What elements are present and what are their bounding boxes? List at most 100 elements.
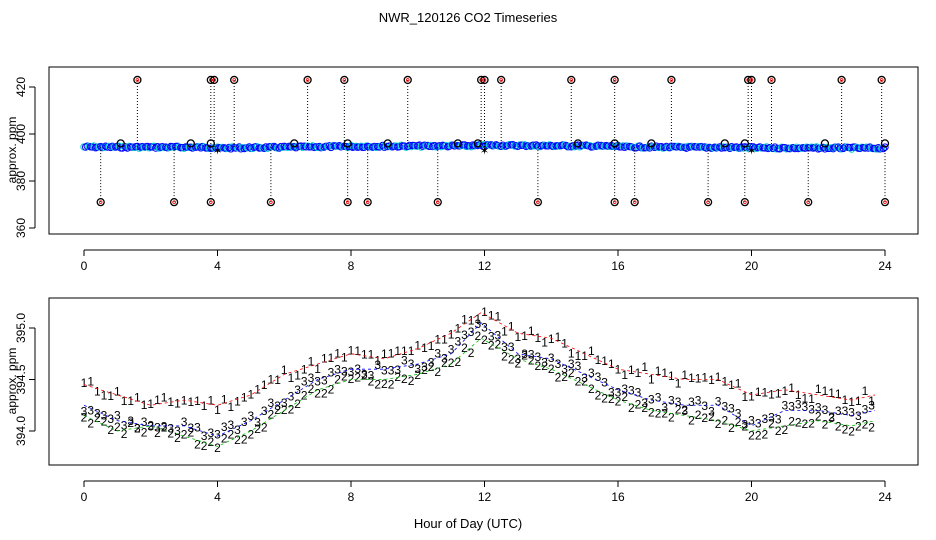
series-3-marker: 3	[728, 401, 735, 415]
series-2-marker: 2	[842, 423, 849, 437]
series-1-marker: 1	[755, 385, 762, 399]
series-2-marker: 2	[808, 417, 815, 431]
outlier-mid-point	[610, 139, 619, 148]
series-1-marker: 1	[581, 349, 588, 363]
series-3-marker: 3	[862, 402, 869, 416]
baseline-point	[646, 144, 654, 152]
series-2-marker: 2	[321, 387, 328, 401]
series-3-marker: 3	[755, 416, 762, 430]
baseline-point	[762, 143, 771, 151]
series-1-marker: 1	[822, 384, 829, 398]
series-3-marker: 3	[795, 398, 802, 412]
series-2-marker: 2	[748, 428, 755, 442]
series-3-marker: 3	[268, 396, 275, 410]
series-3-marker: 3	[768, 411, 775, 425]
series-3-marker: 3	[248, 409, 255, 423]
series-2-marker: 2	[701, 411, 708, 425]
series-3-marker: 3	[374, 358, 381, 372]
outlier-high-point	[303, 75, 312, 85]
series-2-marker: 2	[161, 420, 168, 434]
series-2-marker: 2	[828, 410, 835, 424]
series-1-marker: 1	[855, 394, 862, 408]
series-3-marker: 3	[221, 420, 228, 434]
outlier-mid-point	[720, 139, 729, 148]
series-2-marker: 2	[481, 333, 488, 347]
series-3-marker: 3	[381, 363, 388, 377]
outlier-mid-point	[290, 139, 299, 148]
series-1-marker: 1	[721, 374, 728, 388]
outlier-mid-point	[206, 139, 215, 148]
series-1-marker: 1	[762, 385, 769, 399]
series-2-marker: 2	[661, 407, 668, 421]
series-2-marker: 2	[214, 441, 221, 455]
series-2-marker: 2	[268, 408, 275, 422]
outlier-high-point-core	[482, 78, 487, 82]
series-2-marker: 2	[668, 410, 675, 424]
outlier-high-point	[210, 75, 219, 85]
outlier-low-point	[206, 197, 215, 207]
series-2-marker: 2	[201, 439, 208, 453]
series-1-marker: 1	[354, 344, 361, 358]
outlier-high-point	[747, 75, 756, 85]
series-3-marker: 3	[241, 415, 248, 429]
series-3-marker: 3	[187, 421, 194, 435]
series-1-marker: 1	[802, 392, 809, 406]
series-2-marker: 2	[434, 365, 441, 379]
top-y-tick-label: 380	[14, 171, 28, 191]
baseline-point	[786, 144, 794, 153]
series-2-marker: 2	[388, 377, 395, 391]
series-2-marker: 2	[728, 421, 735, 435]
series-3-marker: 3	[808, 402, 815, 416]
outlier-low-point-core	[806, 200, 811, 204]
series-3-line	[83, 322, 876, 437]
series-3-marker: 3	[848, 406, 855, 420]
series-1-marker: 1	[201, 399, 208, 413]
series-2-marker: 2	[788, 414, 795, 428]
series-2-marker: 2	[474, 329, 481, 343]
series-3-marker: 3	[635, 385, 642, 399]
outlier-low-point-core	[536, 200, 540, 204]
outlier-low-point-core	[98, 200, 103, 204]
bottom-plot-ylabel: approx. ppm	[5, 348, 19, 415]
outlier-mid-point	[820, 139, 830, 148]
series-3-marker: 3	[675, 395, 682, 409]
series-1-marker: 1	[521, 329, 528, 343]
series-3-marker: 3	[575, 359, 582, 373]
series-3-marker: 3	[301, 375, 308, 389]
series-3-marker: 3	[161, 419, 168, 433]
top-x-tick-label: 16	[611, 259, 625, 273]
series-1-marker: 1	[715, 370, 722, 384]
series-3-marker: 3	[628, 383, 635, 397]
series-2-marker: 2	[868, 420, 875, 434]
series-3-marker: 3	[762, 412, 769, 426]
top-y-tick-label: 420	[14, 77, 28, 97]
series-1-marker: 1	[775, 386, 782, 400]
outlier-high-point	[567, 75, 576, 85]
outlier-mid-point	[383, 139, 392, 148]
series-3-marker: 3	[581, 371, 588, 385]
series-3-marker: 3	[815, 400, 822, 414]
series-1-marker: 1	[635, 366, 642, 380]
series-1-marker: 1	[515, 330, 522, 344]
series-1-marker: 1	[842, 393, 849, 407]
top-plot-ylabel: approx. ppm	[5, 117, 19, 184]
series-3-marker: 3	[81, 404, 88, 418]
series-3-marker: 3	[788, 399, 795, 413]
series-2-marker: 2	[421, 363, 428, 377]
series-3-marker: 3	[294, 383, 301, 397]
series-2-marker: 2	[248, 428, 255, 442]
series-2-marker: 2	[234, 433, 241, 447]
series-1-marker: 1	[228, 400, 235, 414]
series-1-marker: 1	[862, 384, 869, 398]
series-3-marker: 3	[348, 365, 355, 379]
series-1-marker: 1	[681, 368, 688, 382]
series-1-marker: 1	[254, 383, 261, 397]
series-2-marker: 2	[101, 415, 108, 429]
outlier-low-point	[533, 197, 543, 207]
series-2-marker: 2	[428, 360, 435, 374]
outlier-mid-point	[647, 139, 656, 148]
series-3-marker: 3	[401, 354, 408, 368]
outlier-low-point-core	[365, 200, 370, 204]
series-2-marker: 2	[655, 407, 662, 421]
series-1-marker: 1	[608, 357, 615, 371]
